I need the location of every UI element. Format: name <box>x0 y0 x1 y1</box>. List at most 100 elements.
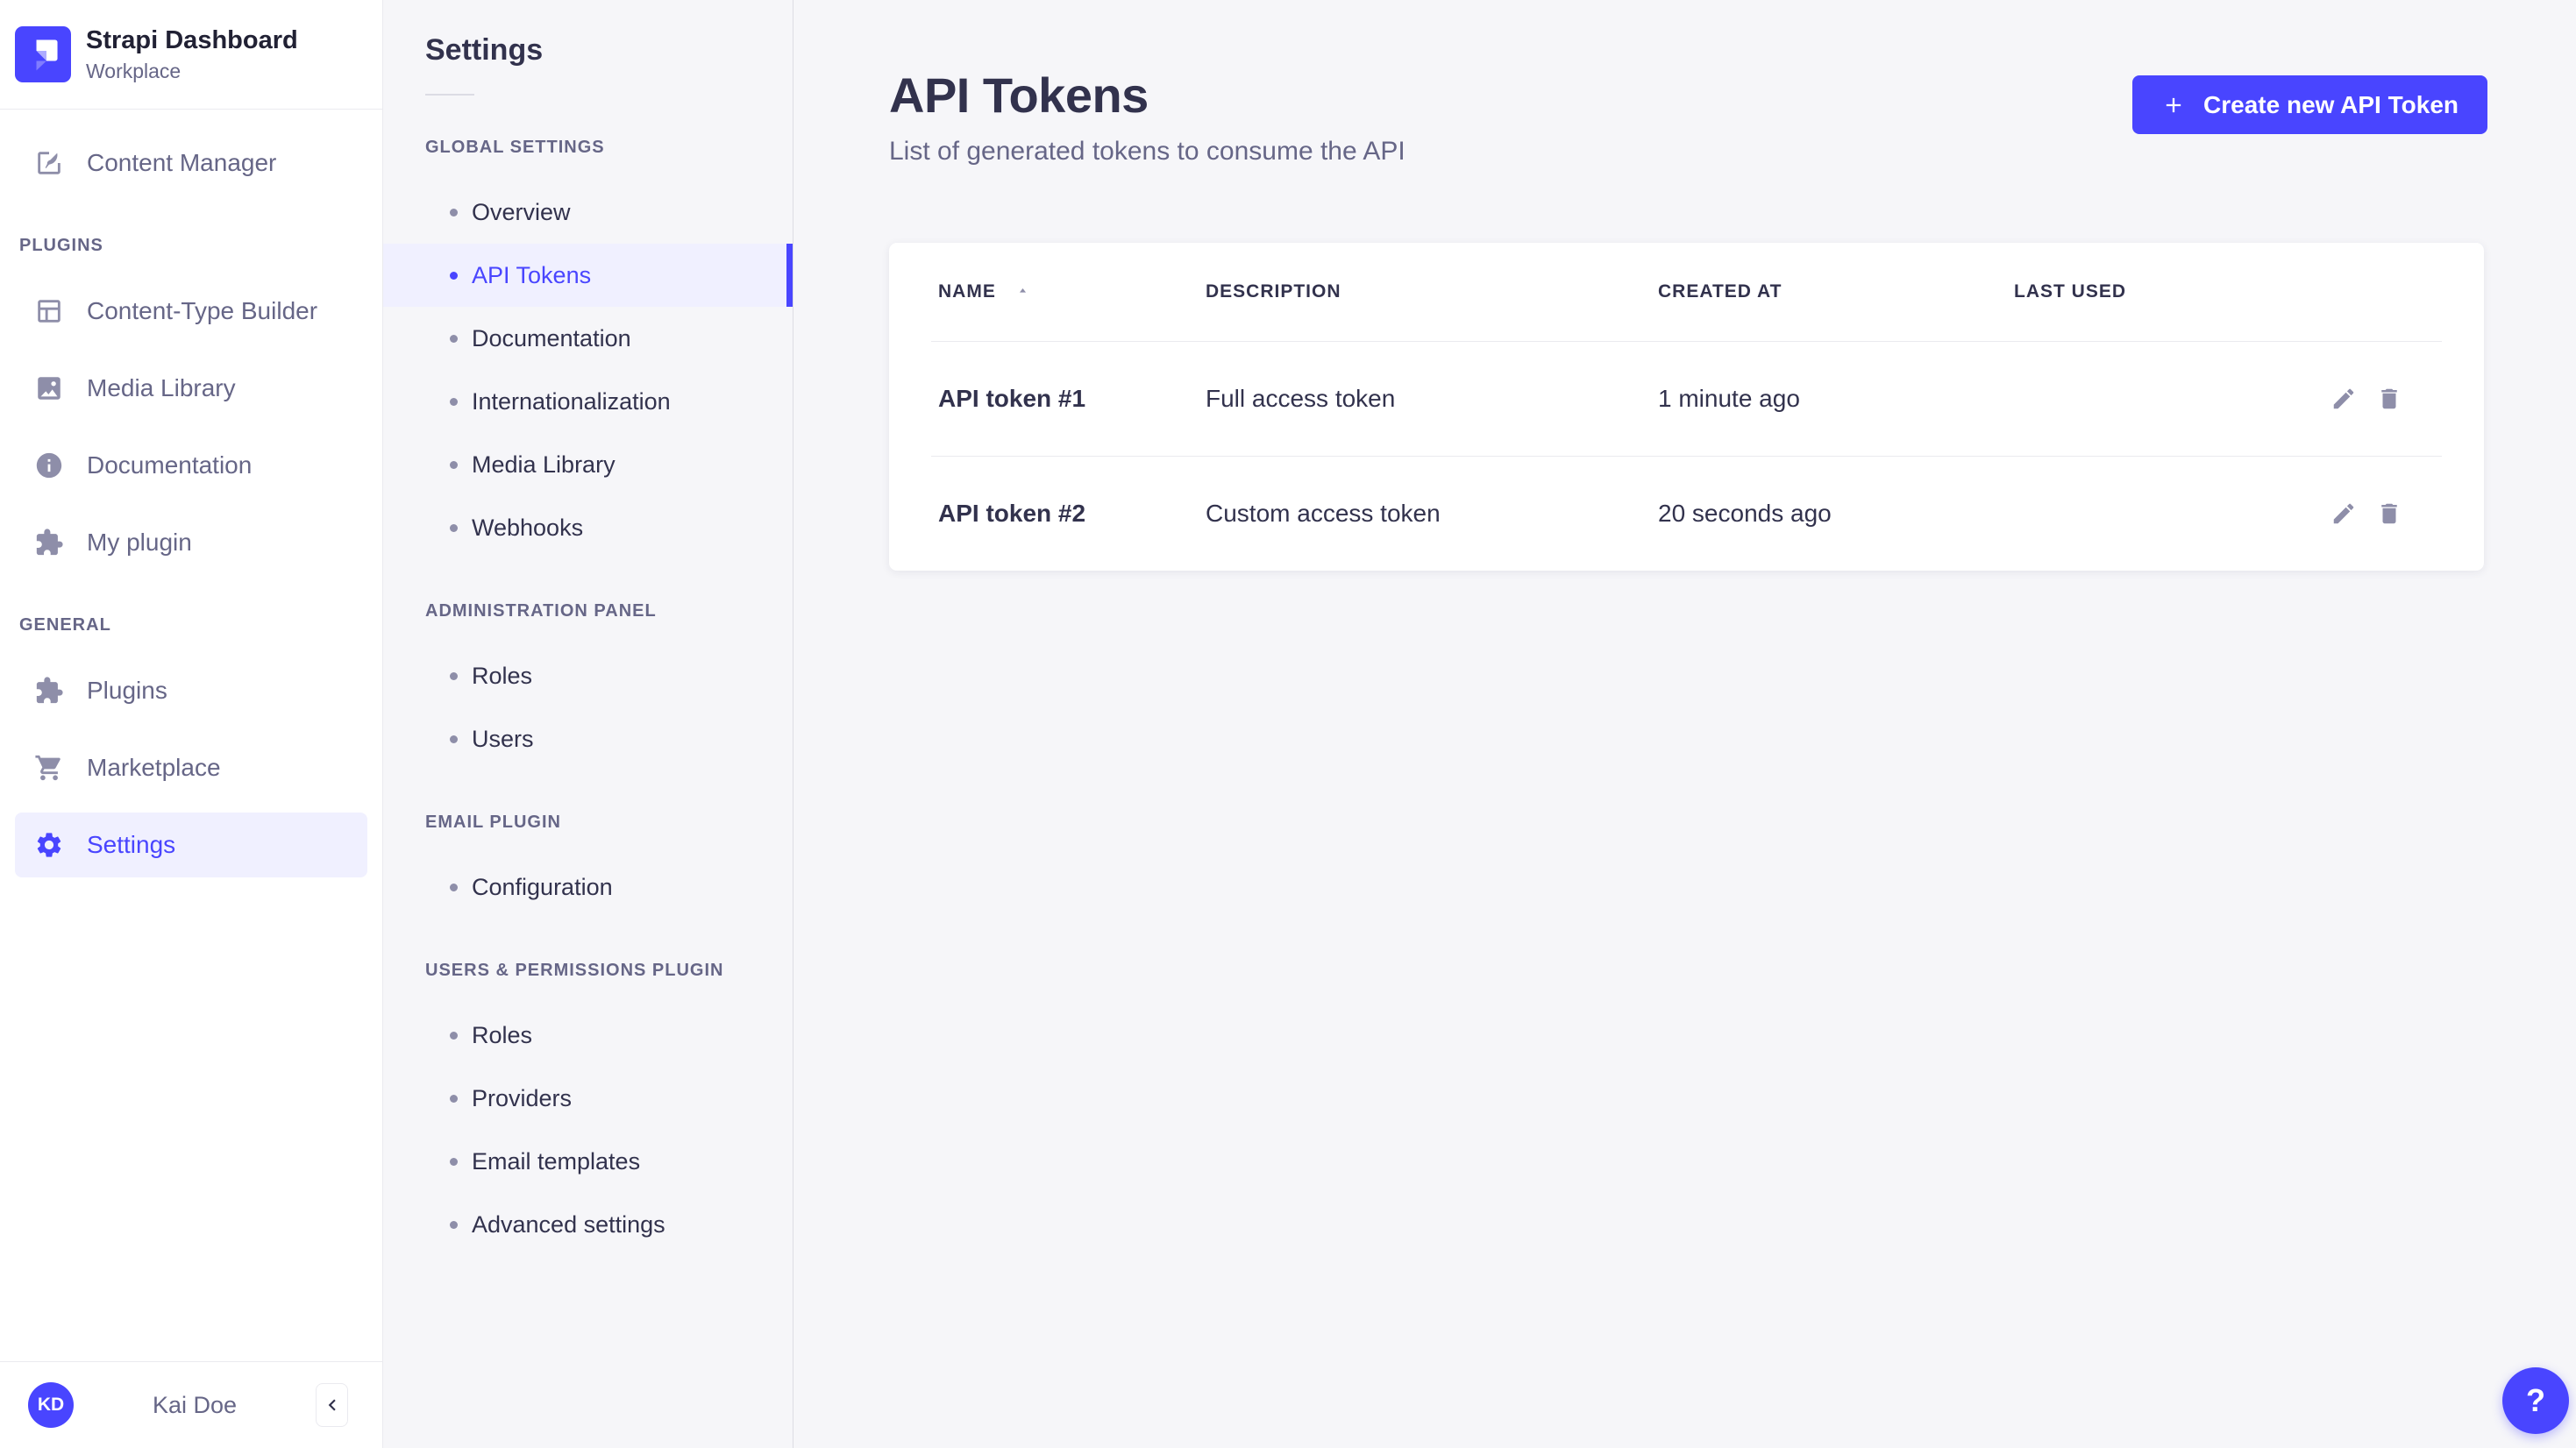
plus-icon <box>2161 93 2186 117</box>
sub-nav-item-admin-roles[interactable]: Roles <box>383 644 793 707</box>
create-api-token-button[interactable]: Create new API Token <box>2132 75 2487 134</box>
sub-nav-item-label: API Tokens <box>472 261 592 288</box>
nav-item-label: Documentation <box>87 451 253 479</box>
column-header-description: DESCRIPTION <box>1199 243 1651 342</box>
token-description-cell: Custom access token <box>1199 455 1651 571</box>
settings-sub-nav: Settings GLOBAL SETTINGS Overview API To… <box>383 0 793 1448</box>
column-header-last-used-label: LAST USED <box>2014 280 2127 302</box>
nav-item-settings[interactable]: Settings <box>15 813 367 877</box>
sub-nav-item-up-roles[interactable]: Roles <box>383 1004 793 1067</box>
sub-nav-item-label: Advanced settings <box>472 1210 665 1238</box>
gear-icon <box>34 830 64 860</box>
bullet-icon <box>450 460 458 469</box>
nav-item-label: Marketplace <box>87 754 221 781</box>
sub-nav-item-webhooks[interactable]: Webhooks <box>383 496 793 559</box>
puzzle-icon <box>34 676 64 706</box>
delete-token-button[interactable] <box>2376 386 2402 412</box>
sub-nav-title: Settings <box>425 33 544 67</box>
column-header-created-at-label: CREATED AT <box>1658 280 1783 302</box>
page-header-text: API Tokens List of generated tokens to c… <box>889 70 1405 167</box>
group-label-users-permissions-plugin: USERS & PERMISSIONS PLUGIN <box>425 961 724 980</box>
nav-section-plugins: PLUGINS <box>19 236 103 255</box>
sub-nav-item-label: Overview <box>472 198 571 225</box>
nav-item-content-type-builder[interactable]: Content-Type Builder <box>15 279 367 344</box>
nav-section-general: GENERAL <box>19 615 111 635</box>
bullet-icon <box>450 1094 458 1103</box>
user-area: KD Kai Doe <box>0 1361 382 1448</box>
delete-token-button[interactable] <box>2376 500 2402 527</box>
bullet-icon <box>450 1031 458 1040</box>
main-content: API Tokens List of generated tokens to c… <box>793 0 2576 1448</box>
bullet-icon <box>450 397 458 406</box>
column-header-name-label: NAME <box>938 280 996 302</box>
sub-nav-item-email-templates[interactable]: Email templates <box>383 1130 793 1193</box>
trash-icon <box>2376 500 2402 527</box>
sub-nav-item-advanced-settings[interactable]: Advanced settings <box>383 1193 793 1256</box>
bullet-icon <box>450 523 458 532</box>
bullet-icon <box>450 1220 458 1229</box>
nav-item-content-manager[interactable]: Content Manager <box>15 131 367 195</box>
sub-nav-item-documentation[interactable]: Documentation <box>383 307 793 370</box>
sub-nav-item-providers[interactable]: Providers <box>383 1067 793 1130</box>
edit-token-button[interactable] <box>2330 386 2357 412</box>
sub-nav-item-overview[interactable]: Overview <box>383 181 793 244</box>
page-header: API Tokens List of generated tokens to c… <box>889 70 2487 167</box>
sub-nav-item-label: Media Library <box>472 451 616 478</box>
sub-nav-item-api-tokens[interactable]: API Tokens <box>383 244 793 307</box>
nav-item-marketplace[interactable]: Marketplace <box>15 735 367 800</box>
sub-nav-item-label: Roles <box>472 662 533 689</box>
group-label-email-plugin: EMAIL PLUGIN <box>425 813 561 832</box>
sub-nav-item-media-library[interactable]: Media Library <box>383 433 793 496</box>
avatar: KD <box>28 1382 74 1428</box>
column-header-description-label: DESCRIPTION <box>1206 280 1341 302</box>
bullet-icon <box>450 735 458 743</box>
media-library-icon <box>34 373 64 403</box>
main-sidebar: Strapi Dashboard Workplace Content Manag… <box>0 0 383 1448</box>
edit-token-button[interactable] <box>2330 500 2357 527</box>
nav-item-plugins[interactable]: Plugins <box>15 658 367 723</box>
nav-item-label: Content-Type Builder <box>87 297 318 324</box>
bullet-icon <box>450 334 458 343</box>
sub-nav-item-email-configuration[interactable]: Configuration <box>383 855 793 919</box>
pencil-icon <box>2330 500 2357 527</box>
content-manager-icon <box>34 148 64 178</box>
sub-nav-item-label: Roles <box>472 1021 533 1048</box>
nav-item-label: Content Manager <box>87 149 277 176</box>
api-tokens-table-card: NAME DESCRIPTION CREATED AT LAST USED <box>889 243 2484 571</box>
sub-nav-item-label: Configuration <box>472 873 613 900</box>
sub-nav-item-label: Email templates <box>472 1147 641 1175</box>
nav-item-documentation[interactable]: Documentation <box>15 433 367 498</box>
collapse-sidebar-button[interactable] <box>316 1383 348 1427</box>
strapi-logo-icon <box>15 26 71 82</box>
column-header-actions <box>2332 243 2442 342</box>
sub-nav-item-label: Internationalization <box>472 387 671 415</box>
content-type-builder-icon <box>34 296 64 326</box>
sub-nav-item-label: Providers <box>472 1084 573 1111</box>
main-nav-list: Content Manager PLUGINS Content-Type Bui… <box>0 110 382 1361</box>
table-row[interactable]: API token #2 Custom access token 20 seco… <box>931 455 2442 571</box>
app-title: Strapi Dashboard <box>86 26 298 54</box>
nav-item-my-plugin[interactable]: My plugin <box>15 510 367 575</box>
user-name: Kai Doe <box>152 1391 238 1418</box>
bullet-icon <box>450 271 458 280</box>
token-name-cell: API token #2 <box>931 455 1199 571</box>
sub-nav-item-admin-users[interactable]: Users <box>383 707 793 770</box>
brand: Strapi Dashboard Workplace <box>0 0 382 110</box>
group-label-administration-panel: ADMINISTRATION PANEL <box>425 601 657 621</box>
divider <box>425 94 474 96</box>
nav-item-media-library[interactable]: Media Library <box>15 356 367 421</box>
column-header-last-used: LAST USED <box>2007 243 2332 342</box>
group-label-global-settings: GLOBAL SETTINGS <box>425 138 605 157</box>
trash-icon <box>2376 386 2402 412</box>
sort-asc-icon <box>1015 284 1030 299</box>
sub-nav-item-label: Webhooks <box>472 514 584 541</box>
pencil-icon <box>2330 386 2357 412</box>
help-button[interactable]: ? <box>2502 1367 2569 1434</box>
nav-item-label: My plugin <box>87 529 192 556</box>
column-header-name[interactable]: NAME <box>931 243 1199 342</box>
bullet-icon <box>450 671 458 680</box>
sub-nav-item-internationalization[interactable]: Internationalization <box>383 370 793 433</box>
bullet-icon <box>450 1157 458 1166</box>
table-row[interactable]: API token #1 Full access token 1 minute … <box>931 341 2442 456</box>
token-last-used-cell <box>2007 455 2332 571</box>
